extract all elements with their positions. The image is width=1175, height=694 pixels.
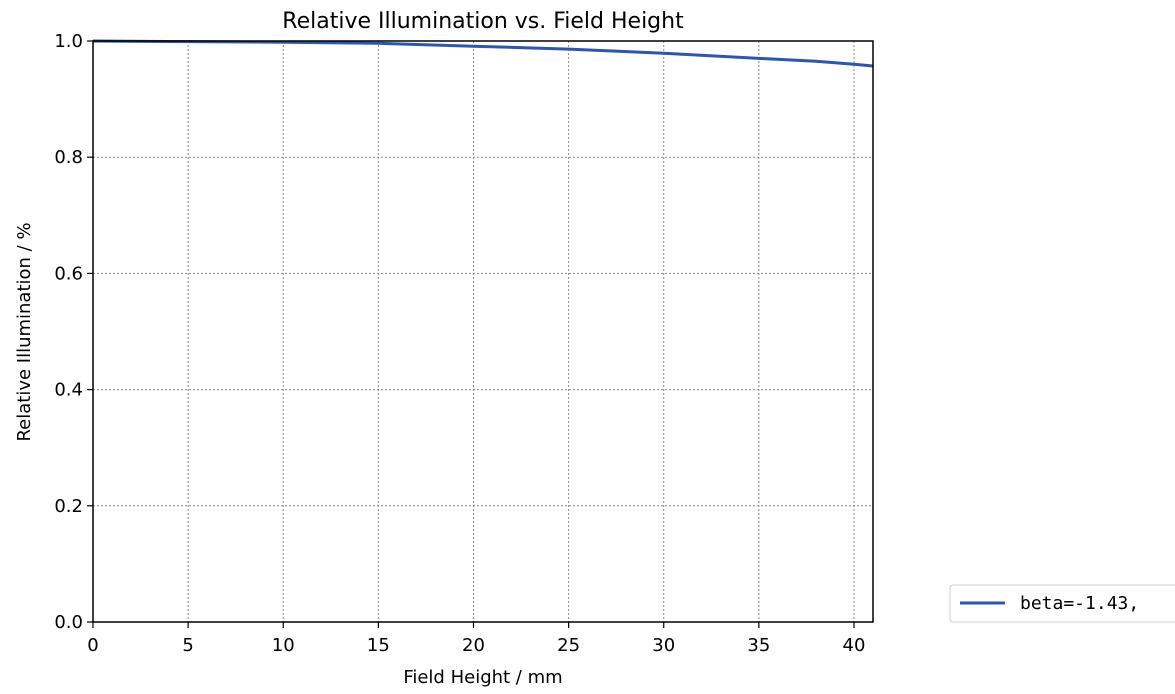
x-tick-label: 20 [462, 635, 485, 656]
y-tick-label: 0.4 [54, 380, 83, 401]
legend: beta=-1.43, [949, 584, 1175, 623]
x-tick-label: 5 [182, 635, 193, 656]
x-tick-label: 25 [557, 635, 580, 656]
x-tick-label: 15 [367, 635, 390, 656]
x-axis-ticks: 0 5 10 15 20 25 30 35 40 [87, 622, 865, 656]
series-layer [92, 39, 874, 68]
y-tick-label: 0.6 [54, 263, 83, 284]
x-tick-label: 35 [747, 635, 770, 656]
y-tick-label: 1.0 [54, 31, 83, 52]
y-tick-label: 0.2 [54, 496, 83, 517]
grid-lines [93, 41, 873, 622]
x-tick-label: 30 [652, 635, 675, 656]
y-axis-ticks: 0.0 0.2 0.4 0.6 0.8 1.0 [54, 31, 93, 633]
chart-title: Relative Illumination vs. Field Height [282, 9, 684, 34]
x-tick-label: 10 [272, 635, 295, 656]
y-tick-label: 0.0 [54, 612, 83, 633]
y-axis-label: Relative Illumination / % [14, 222, 35, 441]
legend-box [949, 584, 1175, 623]
series-line [92, 39, 874, 68]
legend-series-label: beta=-1.43, [1020, 593, 1139, 614]
x-tick-label: 40 [843, 635, 866, 656]
plot-frame [92, 40, 874, 623]
x-axis-label: Field Height / mm [403, 667, 562, 688]
x-tick-label: 0 [87, 635, 98, 656]
y-tick-label: 0.8 [54, 147, 83, 168]
